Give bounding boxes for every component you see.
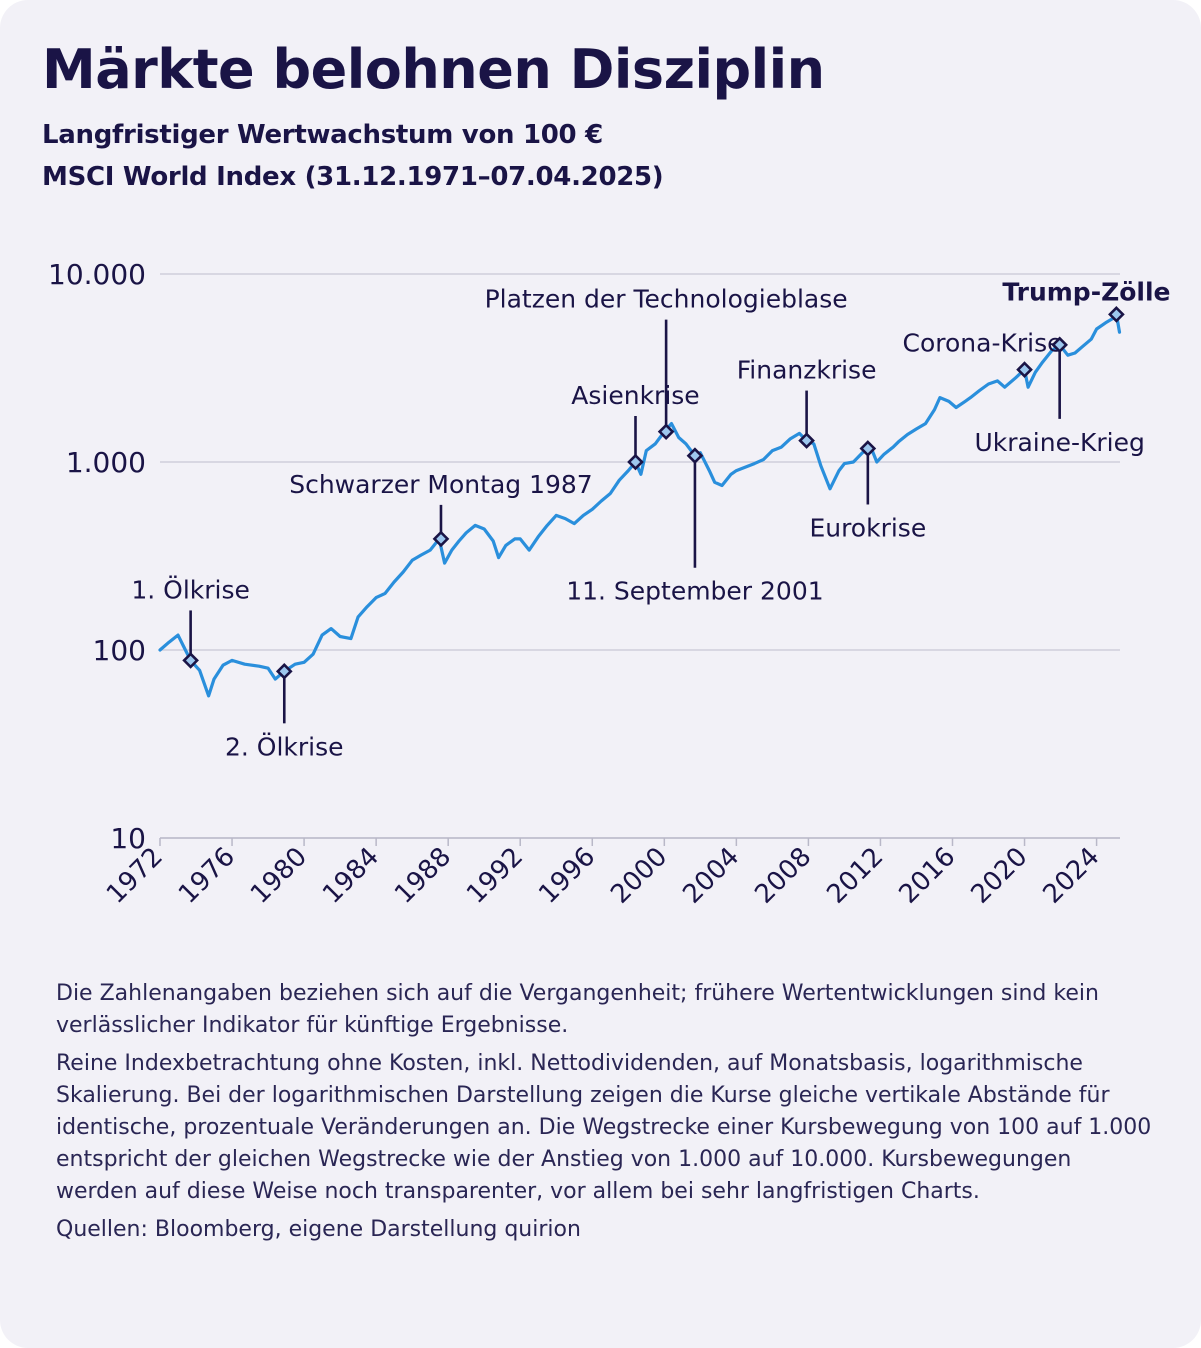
event-label: Platzen der Technologieblase <box>485 285 848 314</box>
chart-subtitle-line2: MSCI World Index (31.12.1971–07.04.2025) <box>42 162 664 192</box>
event-marker <box>1016 361 1033 378</box>
x-tick-label: 2008 <box>749 842 817 910</box>
event-label: Asienkrise <box>571 381 699 410</box>
event-marker <box>627 453 644 471</box>
event-marker <box>859 440 877 457</box>
y-tick-label: 10.000 <box>48 258 146 291</box>
event-marker <box>1051 336 1068 354</box>
event-label: Trump-Zölle <box>1002 277 1170 306</box>
x-tick-label: 2016 <box>893 842 961 910</box>
event-marker <box>182 652 199 669</box>
index-series-line <box>158 312 1122 698</box>
x-tick-label: 1976 <box>173 842 241 910</box>
event-marker <box>432 530 450 548</box>
event-label: Finanzkrise <box>737 356 877 385</box>
x-tick-label: 2024 <box>1038 842 1106 910</box>
sources-text: Quellen: Bloomberg, eigene Darstellung q… <box>56 1217 581 1242</box>
event-marker <box>798 432 815 449</box>
x-tick-label: 2004 <box>677 842 745 910</box>
event-label: Schwarzer Montag 1987 <box>289 470 593 499</box>
x-tick-label: 2012 <box>821 842 889 910</box>
event-label: 2. Ölkrise <box>225 732 344 761</box>
x-tick-label: 2020 <box>965 842 1033 910</box>
event-label: 11. September 2001 <box>566 577 823 606</box>
y-tick-label: 10 <box>110 822 146 855</box>
event-label: Ukraine-Krieg <box>974 428 1144 457</box>
event-marker <box>657 423 675 441</box>
y-tick-label: 100 <box>93 634 146 667</box>
footnotes: Die Zahlenangaben beziehen sich auf die … <box>56 978 1156 1252</box>
event-marker <box>686 447 704 465</box>
y-tick-label: 1.000 <box>66 446 146 479</box>
chart-subtitle-line1: Langfristiger Wertwachstum von 100 € <box>42 120 603 150</box>
event-label: Eurokrise <box>809 513 926 542</box>
x-tick-label: 2000 <box>605 842 673 910</box>
x-tick-label: 1992 <box>461 842 529 910</box>
disclaimer-text: Die Zahlenangaben beziehen sich auf die … <box>56 981 1099 1038</box>
event-marker <box>275 663 293 680</box>
event-label: Corona-Krise <box>903 329 1063 358</box>
x-tick-label: 1980 <box>245 842 313 910</box>
x-tick-label: 1984 <box>317 842 385 910</box>
page-title: Märkte belohnen Disziplin <box>42 38 825 101</box>
methodology-text: Reine Indexbetrachtung ohne Kosten, inkl… <box>56 1051 1152 1204</box>
x-tick-label: 1996 <box>533 842 601 910</box>
x-tick-label: 1988 <box>389 842 457 910</box>
event-label: 1. Ölkrise <box>131 575 250 604</box>
event-marker <box>1108 306 1125 323</box>
